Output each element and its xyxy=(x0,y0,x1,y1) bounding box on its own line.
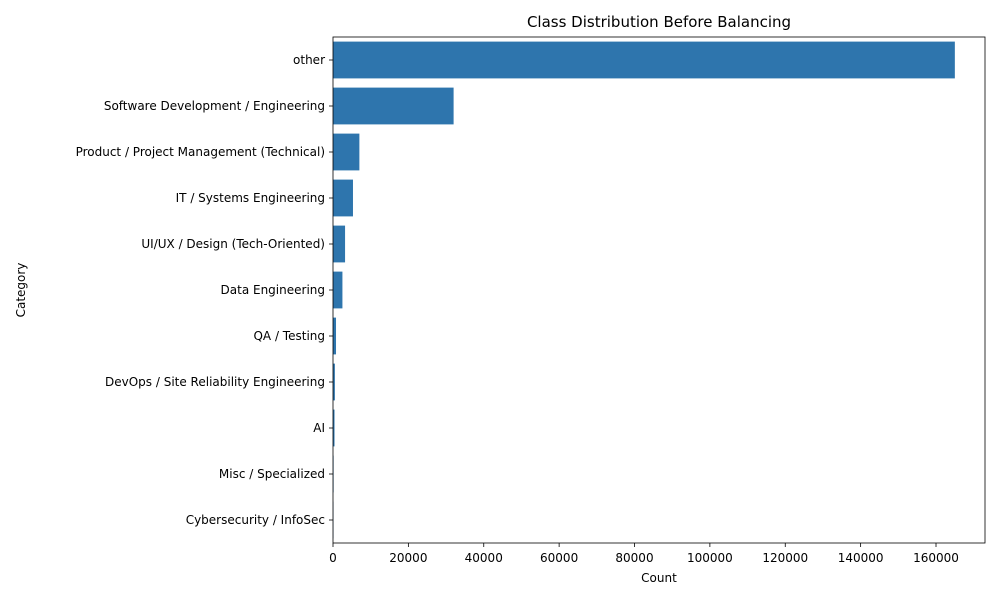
x-axis-ticks: 0 20000 40000 60000 80000 100000 120000 140000 1… xyxy=(329,543,959,565)
y-tick-label: Cybersecurity / InfoSec xyxy=(186,513,325,527)
bar-ui-ux-design-tech-oriented xyxy=(333,225,346,263)
x-tick-label: 20000 xyxy=(389,551,427,565)
x-tick-label: 60000 xyxy=(540,551,578,565)
x-tick-label: 0 xyxy=(329,551,337,565)
y-tick-label: Software Development / Engineering xyxy=(104,99,325,113)
axes-frame xyxy=(332,36,986,544)
x-tick-label: 100000 xyxy=(687,551,733,565)
y-axis-label: Category xyxy=(14,263,28,318)
x-tick-label: 160000 xyxy=(913,551,959,565)
bars-group xyxy=(333,41,955,539)
bar-other xyxy=(333,41,955,79)
x-tick-label: 80000 xyxy=(615,551,653,565)
y-axis-ticks: other Software Development / Engineering P… xyxy=(76,53,333,527)
bar-product-project-management-technical xyxy=(333,133,360,171)
y-tick-label: DevOps / Site Reliability Engineering xyxy=(105,375,325,389)
y-tick-label: other xyxy=(293,53,325,67)
bar-data-engineering xyxy=(333,271,343,309)
y-tick-label: IT / Systems Engineering xyxy=(176,191,325,205)
bar-software-development-engineering xyxy=(333,87,454,125)
y-tick-label: Data Engineering xyxy=(221,283,325,297)
y-tick-label: Product / Project Management (Technical) xyxy=(76,145,325,159)
x-tick-label: 140000 xyxy=(838,551,884,565)
x-axis-label: Count xyxy=(641,571,677,585)
bar-ai xyxy=(333,409,335,447)
bar-devops-site-reliability-engineering xyxy=(333,363,335,401)
x-tick-label: 40000 xyxy=(465,551,503,565)
plot-frame xyxy=(332,36,986,544)
y-tick-label: Misc / Specialized xyxy=(219,467,325,481)
y-tick-label: QA / Testing xyxy=(253,329,325,343)
bar-qa-testing xyxy=(333,317,337,355)
chart-title: Class Distribution Before Balancing xyxy=(527,13,791,31)
y-tick-label: UI/UX / Design (Tech-Oriented) xyxy=(141,237,325,251)
x-tick-label: 120000 xyxy=(762,551,808,565)
bar-it-systems-engineering xyxy=(333,179,353,217)
y-tick-label: AI xyxy=(313,421,325,435)
